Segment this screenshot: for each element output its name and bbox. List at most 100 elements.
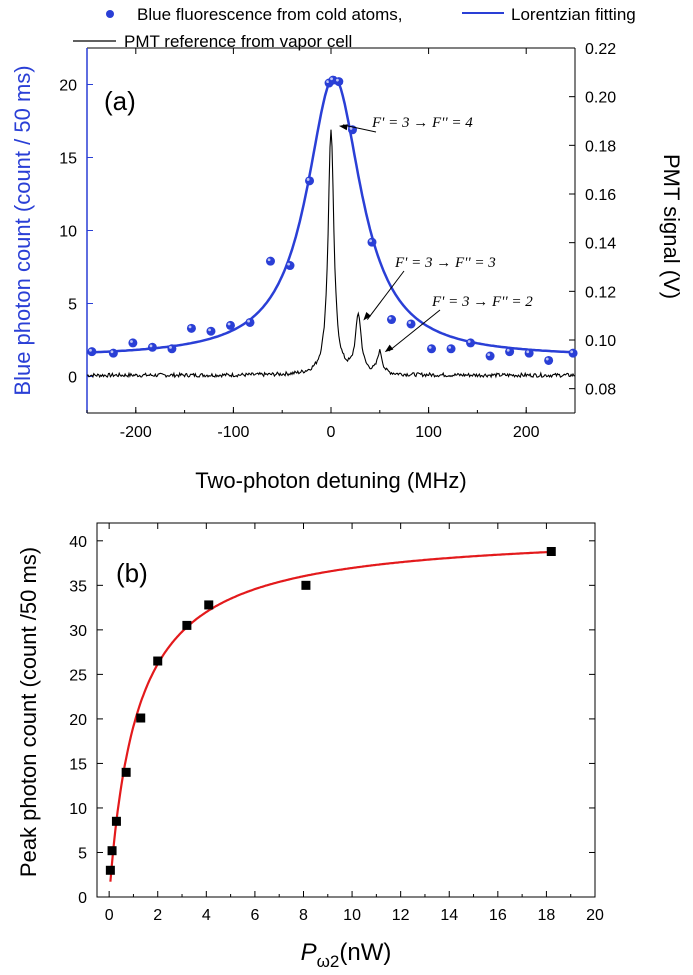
y-right-tick-label: 0.08 [585, 382, 616, 399]
fluorescence-point-highlight [306, 178, 310, 181]
legend-marker-fluorescence [106, 10, 114, 18]
y-right-tick-label: 0.18 [585, 138, 616, 155]
x-tick-label: 10 [343, 907, 361, 924]
y-right-axis-label: PMT signal (V) [659, 154, 684, 299]
fluorescence-point [387, 315, 397, 325]
x-tick-label: 0 [105, 907, 114, 924]
fluorescence-point-highlight [110, 350, 114, 354]
panel-b-frame [96, 522, 596, 898]
legend-label-fluorescence: Blue fluorescence from cold atoms, [137, 5, 403, 24]
fluorescence-point [427, 344, 437, 354]
fluorescence-point-highlight [326, 80, 330, 84]
y-right-tick-label: 0.16 [585, 187, 616, 204]
fluorescence-point [485, 351, 495, 361]
fluorescence-point [568, 348, 578, 358]
panel-b: 0 2 4 6 8 10 12 14 16 18 20 0 5 10 15 20 25 30 35 40 Pω2(nW)… [16, 522, 604, 971]
y-left-tick-label: 5 [68, 297, 77, 314]
x-axis-label-symbol: P [301, 939, 317, 966]
fluorescence-point [128, 338, 138, 348]
x-tick-label: 0 [327, 424, 336, 441]
transition-annotation: F' = 3 → F'' = 4 [371, 115, 473, 131]
x-tick-label: 12 [392, 907, 410, 924]
y-left-tick-label: 0 [68, 370, 77, 387]
y-right-tick-label: 0.22 [585, 41, 616, 58]
annotation-arrowhead [384, 344, 394, 353]
fluorescence-point [225, 320, 235, 330]
pmt-reference-line [86, 129, 576, 379]
y-tick-label: 5 [78, 845, 87, 862]
x-axis-label: Pω2(nW) [301, 939, 392, 971]
fluorescence-point [245, 317, 255, 327]
annotation-arrowhead [363, 312, 372, 321]
x-tick-label: 8 [299, 907, 308, 924]
saturation-fit-line [109, 550, 553, 882]
fluorescence-point [505, 347, 515, 357]
panel-label-a: (a) [104, 86, 136, 116]
fluorescence-point-highlight [408, 321, 412, 324]
fluorescence-point [406, 319, 416, 329]
fluorescence-point-highlight [188, 325, 192, 329]
annotation-arrow-line [388, 309, 441, 352]
data-point [107, 846, 117, 856]
y-tick-label: 25 [69, 667, 87, 684]
x-tick-label: 6 [250, 907, 259, 924]
fluorescence-point [524, 348, 534, 358]
data-point [546, 546, 556, 556]
x-axis-label: Two-photon detuning (MHz) [195, 468, 466, 493]
fluorescence-point-highlight [506, 348, 510, 352]
annotation-arrow-line [342, 124, 377, 133]
x-tick-label: 4 [202, 907, 211, 924]
x-axis-label-unit: (nW) [339, 939, 391, 966]
data-point [121, 767, 131, 777]
legend-label-fit: Lorentzian fitting [511, 5, 636, 24]
fluorescence-point-highlight [149, 344, 153, 348]
y-tick-label: 30 [69, 623, 87, 640]
data-point [182, 620, 192, 630]
fluorescence-point-highlight [89, 348, 92, 352]
y-tick-label: 15 [69, 756, 87, 773]
y-right-tick-label: 0.14 [585, 236, 616, 253]
fluorescence-point [367, 237, 377, 247]
y-tick-label: 0 [78, 890, 87, 907]
lorentzian-fit-line [87, 76, 576, 354]
legend-label-pmt: PMT reference from vapor cell [124, 32, 352, 51]
x-tick-label: 16 [489, 907, 507, 924]
panel-label-b: (b) [116, 558, 148, 588]
fluorescence-point [108, 348, 118, 358]
data-point [301, 580, 311, 590]
data-point [111, 816, 121, 826]
fluorescence-point-highlight [130, 340, 133, 343]
fluorescence-point-highlight [467, 340, 471, 343]
data-point [105, 865, 115, 875]
y-left-axis-label: Blue photon count (count / 50 ms) [10, 65, 35, 395]
y-left-tick-label: 15 [59, 151, 77, 168]
fluorescence-point-highlight [526, 350, 530, 354]
data-point [153, 656, 163, 666]
x-tick-label: 2 [153, 907, 162, 924]
fluorescence-point-highlight [388, 316, 392, 320]
fluorescence-point-highlight [369, 239, 372, 243]
y-right-tick-label: 0.20 [585, 90, 616, 107]
fluorescence-point [147, 342, 157, 352]
fluorescence-point [285, 261, 295, 271]
fluorescence-point-highlight [570, 350, 574, 354]
y-right-tick-label: 0.10 [585, 333, 616, 350]
x-axis-label-subscript: ω2 [317, 952, 340, 971]
x-tick-label: -200 [120, 424, 152, 441]
x-tick-label: -100 [217, 424, 249, 441]
fluorescence-point-highlight [267, 258, 271, 262]
y-tick-label: 20 [69, 712, 87, 729]
y-tick-label: 35 [69, 578, 87, 595]
fluorescence-point-highlight [287, 262, 291, 266]
fluorescence-point-highlight [336, 78, 339, 82]
transition-annotation: F' = 3 → F'' = 3 [394, 255, 496, 271]
x-tick-label: 100 [415, 424, 442, 441]
data-point [136, 713, 146, 723]
fluorescence-point-highlight [428, 345, 432, 349]
fluorescence-point [167, 344, 177, 354]
y-left-tick-label: 10 [59, 224, 77, 241]
y-tick-label: 40 [69, 534, 87, 551]
annotation-arrowhead [338, 124, 348, 131]
fluorescence-point-highlight [448, 345, 452, 349]
fluorescence-point-highlight [169, 345, 172, 349]
